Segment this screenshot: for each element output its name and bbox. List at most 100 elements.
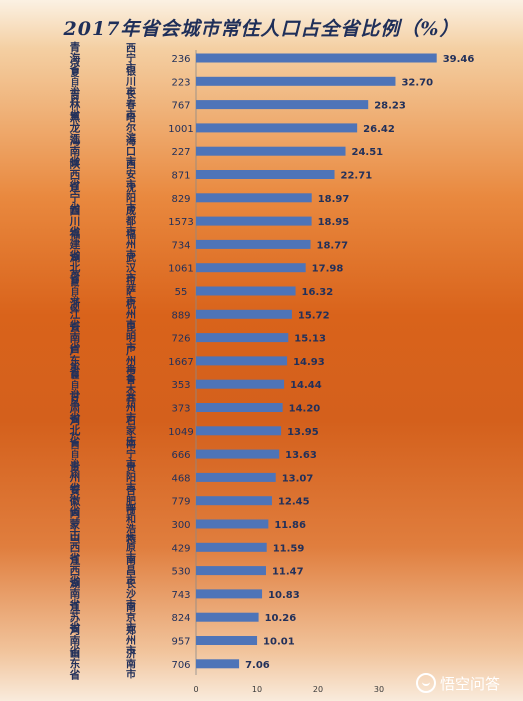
chart-title: 2017年省会城市常住人口占全省比例（%）: [63, 18, 460, 40]
population-label: 957: [171, 637, 190, 648]
data-label: 11.47: [272, 567, 304, 578]
population-label: 223: [171, 77, 190, 88]
population-label: 530: [171, 567, 190, 578]
population-label: 706: [171, 660, 190, 671]
population-label: 726: [171, 334, 190, 345]
data-label: 11.86: [274, 520, 306, 531]
province-label: 黑龙江: [69, 111, 81, 145]
province-label: 山西省: [69, 530, 81, 564]
bar: [196, 53, 437, 63]
population-label: 829: [171, 194, 190, 205]
population-label: 468: [171, 473, 190, 484]
city-label: 西安市: [126, 159, 136, 191]
population-label: 1573: [168, 217, 193, 228]
bar: [196, 403, 283, 412]
city-label: 贵阳市: [126, 461, 136, 494]
x-tick-label: 10: [252, 685, 262, 694]
province-label: 新疆自治区: [71, 361, 80, 407]
bar: [196, 472, 276, 482]
city-label: 杭州市: [125, 298, 136, 331]
province-label: 宁夏自治区: [70, 58, 80, 104]
data-label: 10.26: [265, 613, 297, 624]
city-label: 海口市: [126, 135, 136, 168]
data-label: 28.23: [374, 101, 406, 112]
city-label: 太原市: [125, 531, 137, 564]
province-label: 西藏自治区: [71, 269, 80, 314]
province-label: 河北省: [69, 414, 81, 448]
population-label: 353: [171, 380, 190, 391]
data-label: 10.01: [263, 637, 295, 648]
bar: [196, 193, 312, 203]
bar: [196, 309, 292, 319]
wukong-logo-icon: [416, 673, 436, 693]
bar: [196, 333, 289, 343]
population-label: 55: [175, 287, 188, 298]
data-label: 14.93: [293, 357, 325, 368]
data-label: 14.20: [289, 404, 321, 415]
province-label: 山东省: [69, 647, 81, 681]
province-label: 湖南省: [69, 577, 81, 611]
population-label: 227: [171, 147, 190, 158]
population-label: 889: [171, 310, 190, 321]
data-label: 39.46: [443, 54, 475, 65]
population-label: 743: [171, 590, 190, 601]
x-tick-label: 30: [374, 685, 384, 694]
x-tick-label: 0: [193, 685, 198, 694]
data-label: 15.72: [298, 310, 330, 321]
city-label: 石家庄: [125, 415, 137, 447]
bar: [196, 76, 396, 86]
data-label: 11.59: [273, 543, 305, 554]
data-label: 12.45: [278, 497, 310, 508]
bar: [196, 636, 258, 645]
population-label: 666: [171, 450, 190, 461]
data-label: 18.95: [318, 217, 350, 228]
province-label: 辽宁省: [69, 181, 81, 215]
data-label: 10.83: [268, 590, 300, 601]
province-label: 河南省: [69, 624, 81, 658]
data-label: 18.97: [318, 194, 350, 205]
data-label: 17.98: [312, 264, 344, 275]
bar: [196, 519, 269, 529]
city-label: 南昌市: [126, 554, 136, 587]
city-label: 武汉市: [126, 251, 137, 284]
province-label: 吉林省: [69, 88, 81, 122]
population-label: 779: [171, 497, 190, 508]
bar: [196, 589, 263, 599]
bar: [196, 170, 335, 179]
city-label: 广州市: [125, 345, 136, 378]
x-tick-label: 20: [313, 685, 323, 694]
population-label: 429: [171, 543, 190, 554]
city-label: 长春市: [126, 88, 137, 121]
city-label: 南宁市: [126, 438, 136, 471]
city-label: 拉萨市: [126, 275, 136, 308]
population-label: 300: [171, 520, 190, 531]
data-label: 15.13: [294, 334, 326, 345]
bar: [196, 612, 259, 622]
data-label: 16.32: [302, 287, 334, 298]
province-label: 青海省: [69, 41, 81, 75]
bar: [196, 263, 306, 273]
data-label: 22.71: [341, 171, 373, 182]
province-label: 福建省: [69, 228, 81, 262]
watermark-text: 悟空问答: [440, 674, 501, 693]
province-label: 安徽省: [69, 484, 81, 518]
bar: [196, 426, 282, 436]
province-label: 陕西省: [69, 158, 81, 192]
city-label: 福州市: [125, 228, 136, 261]
province-label: 云南省: [69, 321, 81, 355]
population-label: 1049: [168, 427, 193, 438]
population-label: 1001: [168, 124, 193, 135]
bar: [196, 542, 267, 552]
bar: [196, 286, 296, 296]
bar: [196, 566, 266, 576]
city-label: 济南市: [126, 647, 137, 680]
bar: [196, 100, 369, 110]
bar: [196, 216, 312, 226]
population-label: 824: [171, 613, 190, 624]
watermark: 悟空问答: [416, 670, 521, 696]
population-label: 236: [171, 54, 190, 65]
province-label: 贵州省: [69, 461, 81, 495]
data-label: 13.63: [285, 450, 317, 461]
data-label: 14.44: [290, 380, 322, 391]
